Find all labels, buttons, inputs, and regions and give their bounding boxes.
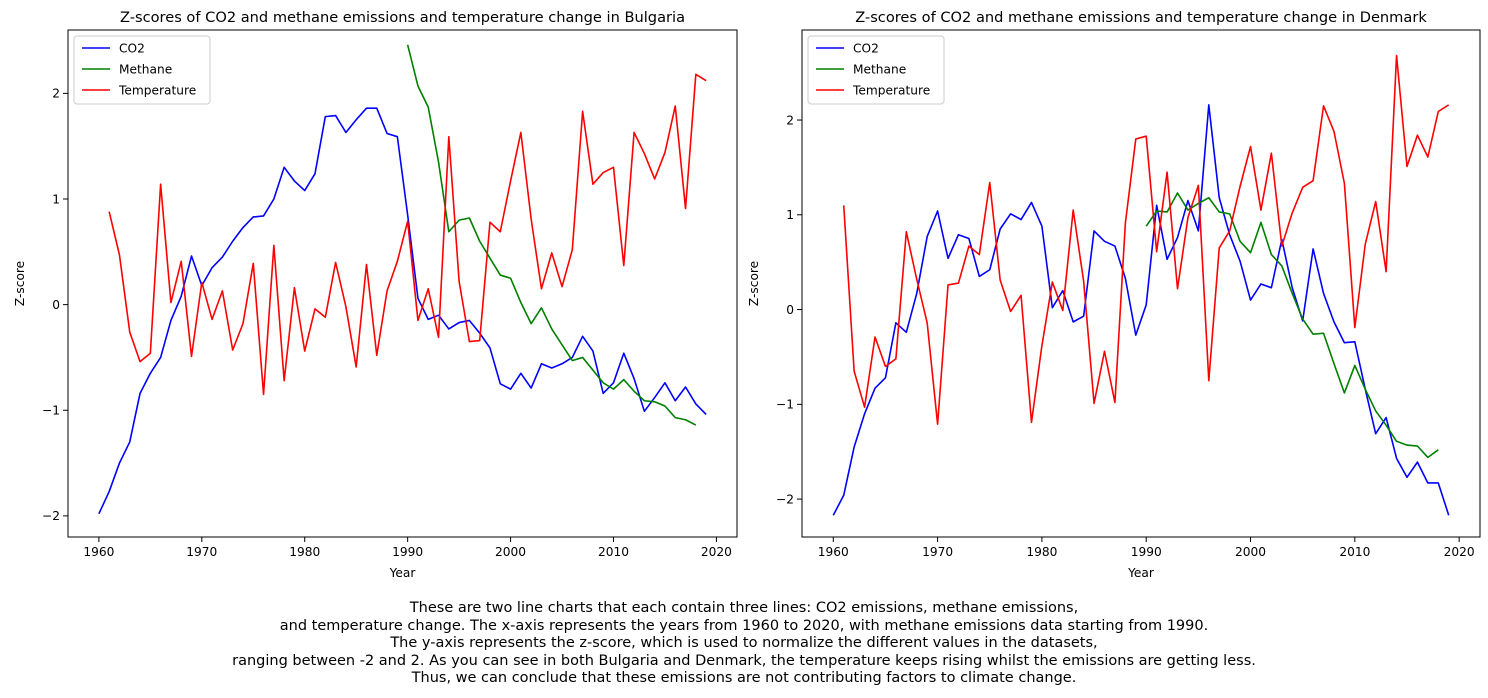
legend-box: [807, 35, 945, 105]
legend-label-methane: Methane: [119, 62, 172, 76]
series-line-co2: [832, 104, 1450, 516]
x-tick-label: 2000: [1235, 545, 1266, 559]
legend-label-methane: Methane: [853, 62, 906, 76]
caption: These are two line charts that each cont…: [0, 600, 1488, 688]
caption-line: Thus, we can conclude that these emissio…: [411, 670, 1077, 687]
x-tick-label: 1990: [1131, 545, 1162, 559]
x-tick-label: 2020: [701, 545, 732, 559]
series-line-co2: [98, 107, 707, 515]
x-tick-label: 2010: [1339, 545, 1370, 559]
legend-label-co2: CO2: [853, 41, 879, 55]
y-tick-label: −2: [42, 509, 60, 523]
chart-panel: Z-scores of CO2 and methane emissions an…: [13, 9, 738, 580]
series-line-temperature: [842, 54, 1450, 426]
y-tick-label: −1: [42, 404, 60, 418]
x-axis-label: Year: [1127, 566, 1155, 580]
caption-line: ranging between -2 and 2. As you can see…: [232, 652, 1256, 669]
caption-line: These are two line charts that each cont…: [409, 600, 1079, 616]
x-tick-label: 1970: [922, 545, 953, 559]
y-axis-label: Z-score: [13, 261, 27, 306]
legend-label-temperature: Temperature: [852, 83, 930, 97]
x-tick-label: 2020: [1444, 545, 1475, 559]
x-tick-label: 2010: [598, 545, 629, 559]
y-tick-label: −1: [776, 398, 794, 412]
x-tick-label: 1980: [1026, 545, 1057, 559]
plot-frame: [801, 29, 1481, 538]
chart-panel: Z-scores of CO2 and methane emissions an…: [747, 9, 1481, 580]
chart-title: Z-scores of CO2 and methane emissions an…: [855, 9, 1427, 26]
y-tick-label: 2: [52, 87, 60, 101]
x-tick-label: 1990: [392, 545, 423, 559]
y-tick-label: 2: [786, 113, 794, 127]
y-tick-label: 0: [786, 303, 794, 317]
x-tick-label: 1980: [289, 545, 320, 559]
y-tick-label: −2: [776, 492, 794, 506]
x-tick-label: 1960: [818, 545, 849, 559]
series-line-methane: [1145, 192, 1439, 459]
y-tick-label: 0: [52, 298, 60, 312]
figure: Z-scores of CO2 and methane emissions an…: [13, 9, 1481, 580]
plot-frame: [67, 29, 738, 538]
y-axis-label: Z-score: [747, 261, 761, 306]
x-axis-label: Year: [389, 566, 417, 580]
legend-label-temperature: Temperature: [118, 83, 196, 97]
series-line-temperature: [108, 73, 707, 396]
legend-label-co2: CO2: [119, 41, 145, 55]
y-tick-label: 1: [786, 208, 794, 222]
chart-title: Z-scores of CO2 and methane emissions an…: [120, 9, 685, 26]
y-tick-label: 1: [52, 192, 60, 206]
caption-line: The y-axis represents the z-score, which…: [390, 635, 1098, 652]
x-tick-label: 1960: [83, 545, 114, 559]
legend-box: [73, 35, 211, 105]
caption-line: and temperature change. The x-axis repre…: [279, 617, 1209, 634]
x-tick-label: 2000: [495, 545, 526, 559]
x-tick-label: 1970: [186, 545, 217, 559]
